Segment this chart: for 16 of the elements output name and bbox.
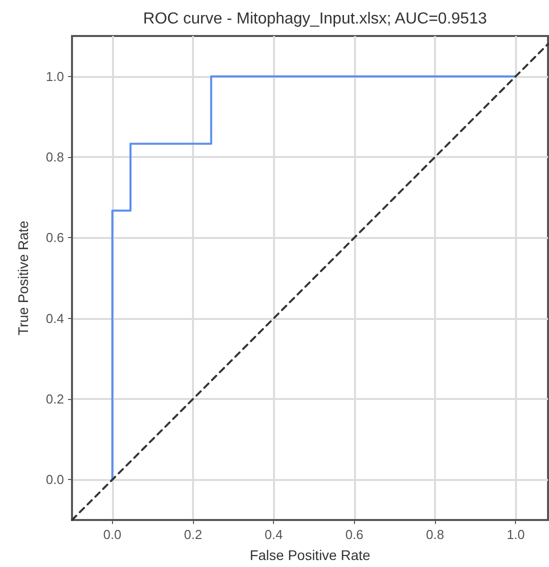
x-tick-label: 0.2 [184,527,202,542]
y-tick-label: 0.0 [46,472,64,488]
y-tick-label: 0.6 [46,230,64,246]
line-series [111,75,517,481]
x-tick-label: 0.0 [103,527,122,542]
x-axis-title: False Positive Rate [250,547,371,563]
y-tick-label: 0.4 [46,310,64,326]
x-tick-label: 0.4 [264,527,283,542]
chart-title: ROC curve - Mitophagy_Input.xlsx; AUC=0.9513 [143,10,487,28]
x-tick-label: 0.6 [345,527,364,542]
y-tick-label: 0.2 [46,392,64,406]
x-tick-label: 1.0 [506,527,525,542]
y-tick-label: 1.0 [46,68,64,84]
y-tick-label: 0.8 [46,150,64,164]
y-axis-title: True Positive Rate [15,220,31,336]
x-tick-label: 0.8 [426,527,444,542]
